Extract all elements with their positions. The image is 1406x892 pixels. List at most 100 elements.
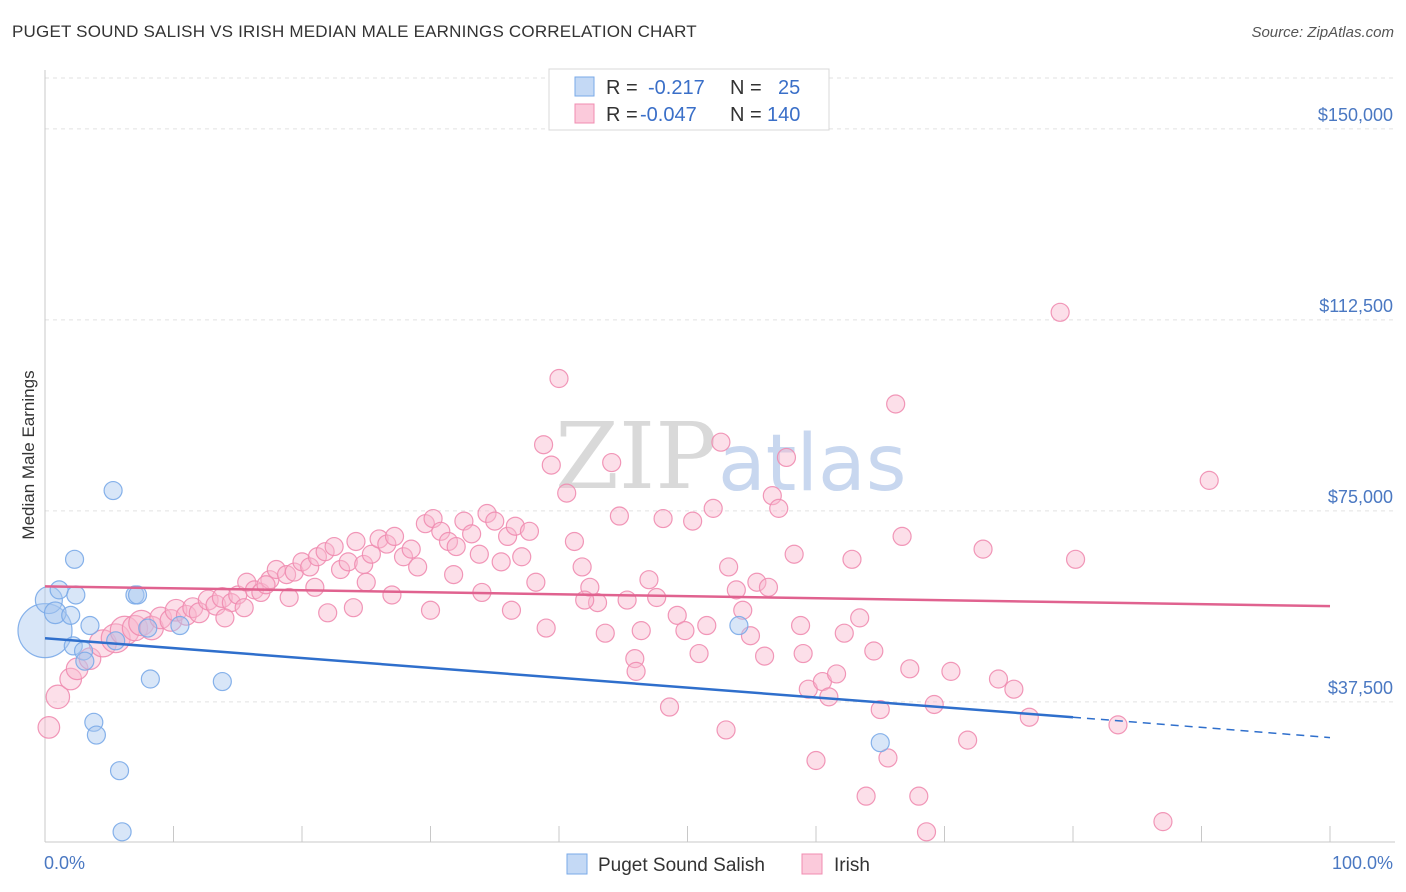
irish-point — [1199, 470, 1219, 490]
salish-point — [109, 761, 130, 781]
x-tick-label-start: 0.0% — [44, 853, 85, 873]
irish-point — [420, 600, 441, 620]
irish-point — [683, 511, 703, 531]
irish-point — [776, 447, 797, 468]
irish-point — [384, 526, 405, 547]
irish-point — [617, 590, 637, 610]
irish-point — [512, 547, 532, 567]
irish-point — [526, 572, 546, 592]
salish-trend-extension — [1072, 716, 1331, 739]
salish-point — [870, 733, 890, 753]
salish-point — [86, 725, 107, 745]
irish-point — [361, 544, 381, 564]
irish-point — [533, 435, 554, 455]
irish-point — [719, 557, 739, 577]
irish-point — [305, 577, 325, 597]
irish-point — [401, 539, 421, 559]
salish-trend-line — [44, 637, 1074, 719]
irish-point — [382, 585, 402, 605]
salish-point — [212, 671, 232, 692]
salish-point — [64, 549, 85, 569]
legend-n-value-salish: 25 — [778, 77, 800, 99]
legend-swatch-salish — [574, 76, 595, 97]
salish-point — [75, 651, 95, 671]
irish-point — [393, 547, 414, 567]
irish-point — [850, 608, 870, 628]
irish-point — [276, 564, 297, 585]
page-title: PUGET SOUND SALISH VS IRISH MEDIAN MALE … — [12, 22, 697, 41]
salish-point — [66, 585, 86, 605]
irish-point — [444, 564, 464, 585]
irish-point — [549, 368, 569, 389]
y-axis-label: Median Male Earnings — [19, 370, 38, 539]
legend-r-value-salish: -0.217 — [648, 77, 705, 99]
irish-point — [609, 506, 629, 526]
bottom-legend-label-salish: Puget Sound Salish — [598, 855, 765, 876]
irish-point — [842, 549, 862, 569]
irish-point — [870, 699, 890, 720]
irish-point — [377, 534, 397, 554]
y-tick-label: $75,000 — [1328, 487, 1393, 507]
salish-point — [80, 615, 100, 636]
irish-point — [697, 615, 717, 636]
irish-point — [602, 452, 622, 473]
irish-point — [892, 526, 912, 547]
irish-point — [647, 587, 667, 608]
irish-point — [1019, 707, 1039, 727]
irish-point — [256, 575, 276, 595]
correlation-legend: R = -0.217 N = 25 R = -0.047 N = 140 — [548, 68, 830, 131]
bottom-legend-swatch-irish — [801, 853, 823, 875]
salish-point — [170, 615, 190, 636]
salish-point — [103, 480, 123, 501]
irish-point — [37, 716, 61, 739]
irish-point — [477, 503, 497, 524]
irish-point — [491, 552, 511, 572]
irish-point — [689, 643, 709, 664]
irish-point — [564, 531, 585, 552]
salish-point — [106, 631, 126, 651]
x-tick-label-end: 100.0% — [1332, 853, 1393, 873]
axes — [44, 70, 1395, 843]
irish-point — [300, 557, 320, 577]
irish-point — [279, 587, 299, 608]
irish-point — [916, 822, 937, 842]
irish-point — [498, 526, 518, 547]
irish-point — [338, 552, 358, 572]
irish-point — [826, 664, 847, 684]
legend-r-label-irish: R = — [606, 104, 638, 126]
irish-point — [790, 615, 811, 636]
salish-point — [138, 618, 158, 638]
y-tick-labels: $37,500 $75,000 $112,500 $150,000 — [1318, 105, 1393, 698]
watermark-atlas: atlas — [718, 419, 907, 509]
irish-point — [234, 598, 254, 618]
salish-point — [43, 601, 67, 625]
series-legend: Puget Sound Salish Irish — [566, 853, 870, 876]
legend-box — [548, 68, 830, 131]
irish-point — [536, 618, 556, 638]
irish-point — [284, 562, 304, 582]
irish-point — [505, 516, 525, 536]
irish-point — [1050, 302, 1070, 322]
irish-point — [973, 539, 993, 559]
salish-point — [729, 615, 749, 636]
salish-point — [17, 603, 73, 659]
irish-point — [988, 669, 1009, 689]
legend-r-value-irish: -0.047 — [640, 104, 697, 126]
irish-point — [675, 621, 695, 641]
salish-point — [140, 669, 160, 689]
irish-point — [462, 524, 482, 544]
irish-point — [215, 608, 235, 628]
irish-point — [519, 521, 540, 541]
irish-point — [924, 694, 944, 715]
watermark-zip: ZIP — [555, 403, 717, 510]
legend-n-label-irish: N = — [730, 104, 762, 126]
irish-point — [754, 646, 775, 666]
irish-point — [639, 570, 659, 590]
irish-point — [446, 536, 466, 557]
irish-point — [769, 498, 789, 518]
irish-point — [747, 572, 767, 592]
irish-point — [346, 531, 366, 552]
irish-point — [330, 559, 351, 580]
y-tick-label: $37,500 — [1328, 678, 1393, 698]
